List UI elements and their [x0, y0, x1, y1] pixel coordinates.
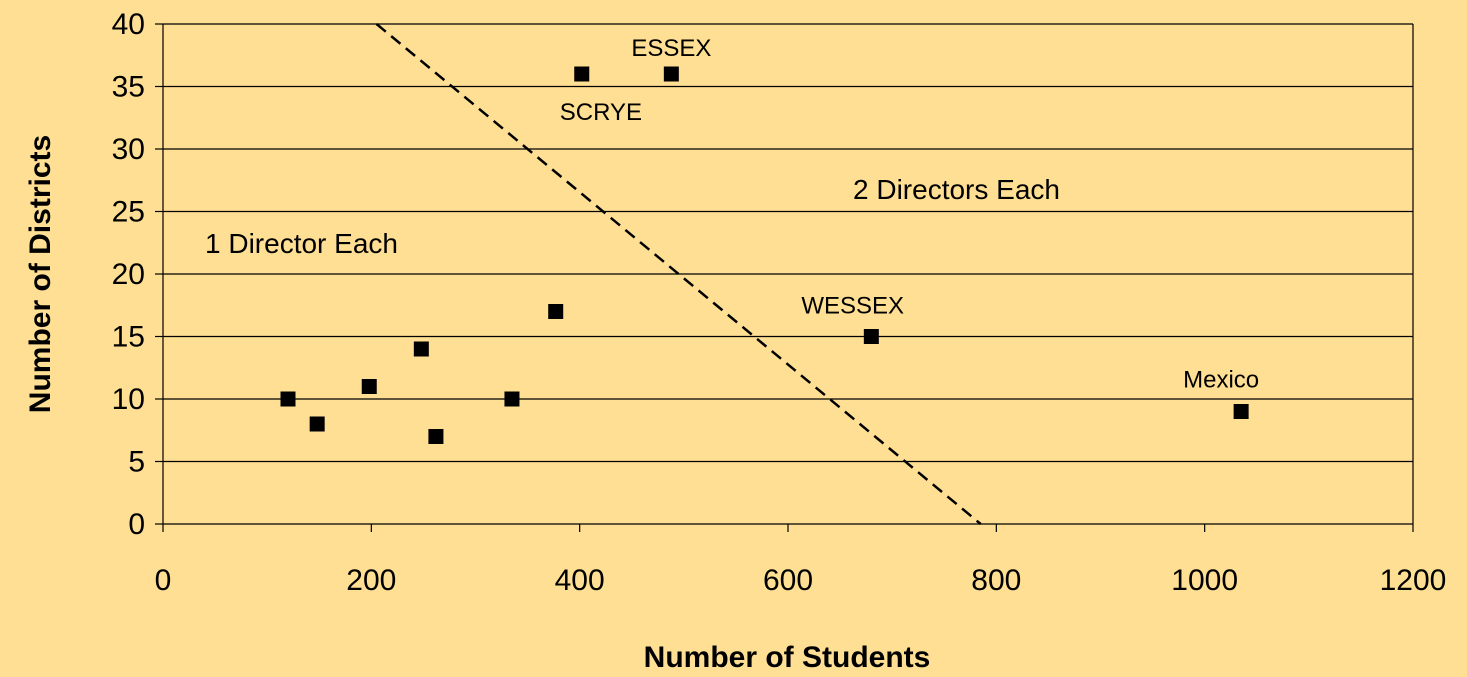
y-tick-label-5: 5 — [128, 446, 145, 479]
dividing-line-group — [375, 23, 982, 525]
data-point-5 — [428, 429, 444, 444]
x-tick-label-600: 600 — [763, 564, 813, 597]
y-tick-label-30: 30 — [112, 133, 145, 166]
x-tick-label-0: 0 — [155, 564, 172, 597]
x-tick-label-1000: 1000 — [1171, 564, 1238, 597]
data-point-6 — [504, 391, 520, 407]
data-point-10 — [863, 329, 879, 344]
data-point-1 — [280, 391, 296, 407]
region-label-1-director: 1 Director Each — [205, 228, 398, 259]
annotations: SCRYE ESSEX WESSEX Mexico — [560, 35, 1259, 394]
y-tick-label-10: 10 — [112, 383, 145, 416]
y-axis-title: Number of Districts — [24, 135, 57, 413]
y-tick-label-20: 20 — [112, 258, 145, 291]
y-tick-label-40: 40 — [112, 8, 145, 41]
x-axis-title: Number of Students — [644, 641, 931, 674]
region-label-2-directors: 2 Directors Each — [853, 174, 1060, 205]
x-tick-label-800: 800 — [971, 564, 1021, 597]
point-label-essex: ESSEX — [631, 35, 711, 62]
gridlines — [163, 23, 1413, 463]
y-tick-label-15: 15 — [112, 321, 145, 354]
data-point-9 — [663, 66, 679, 82]
data-point-3 — [361, 379, 377, 394]
y-tick-label-0: 0 — [128, 508, 145, 541]
dividing-line — [375, 23, 982, 525]
y-tick-label-35: 35 — [112, 71, 145, 104]
point-label-scrye: SCRYE — [560, 99, 642, 126]
data-point-11 — [1233, 404, 1249, 419]
x-tick-label-400: 400 — [555, 564, 605, 597]
y-tick-label-25: 25 — [112, 196, 145, 229]
point-label-mexico: Mexico — [1183, 367, 1259, 394]
data-point-2 — [309, 416, 325, 432]
point-label-wessex: WESSEX — [801, 293, 904, 320]
x-tick-label-200: 200 — [346, 564, 396, 597]
x-tick-label-1200: 1200 — [1380, 564, 1447, 597]
data-point-8 — [574, 66, 590, 82]
data-points — [280, 66, 1249, 444]
data-point-4 — [413, 341, 429, 357]
data-point-7 — [548, 304, 564, 319]
